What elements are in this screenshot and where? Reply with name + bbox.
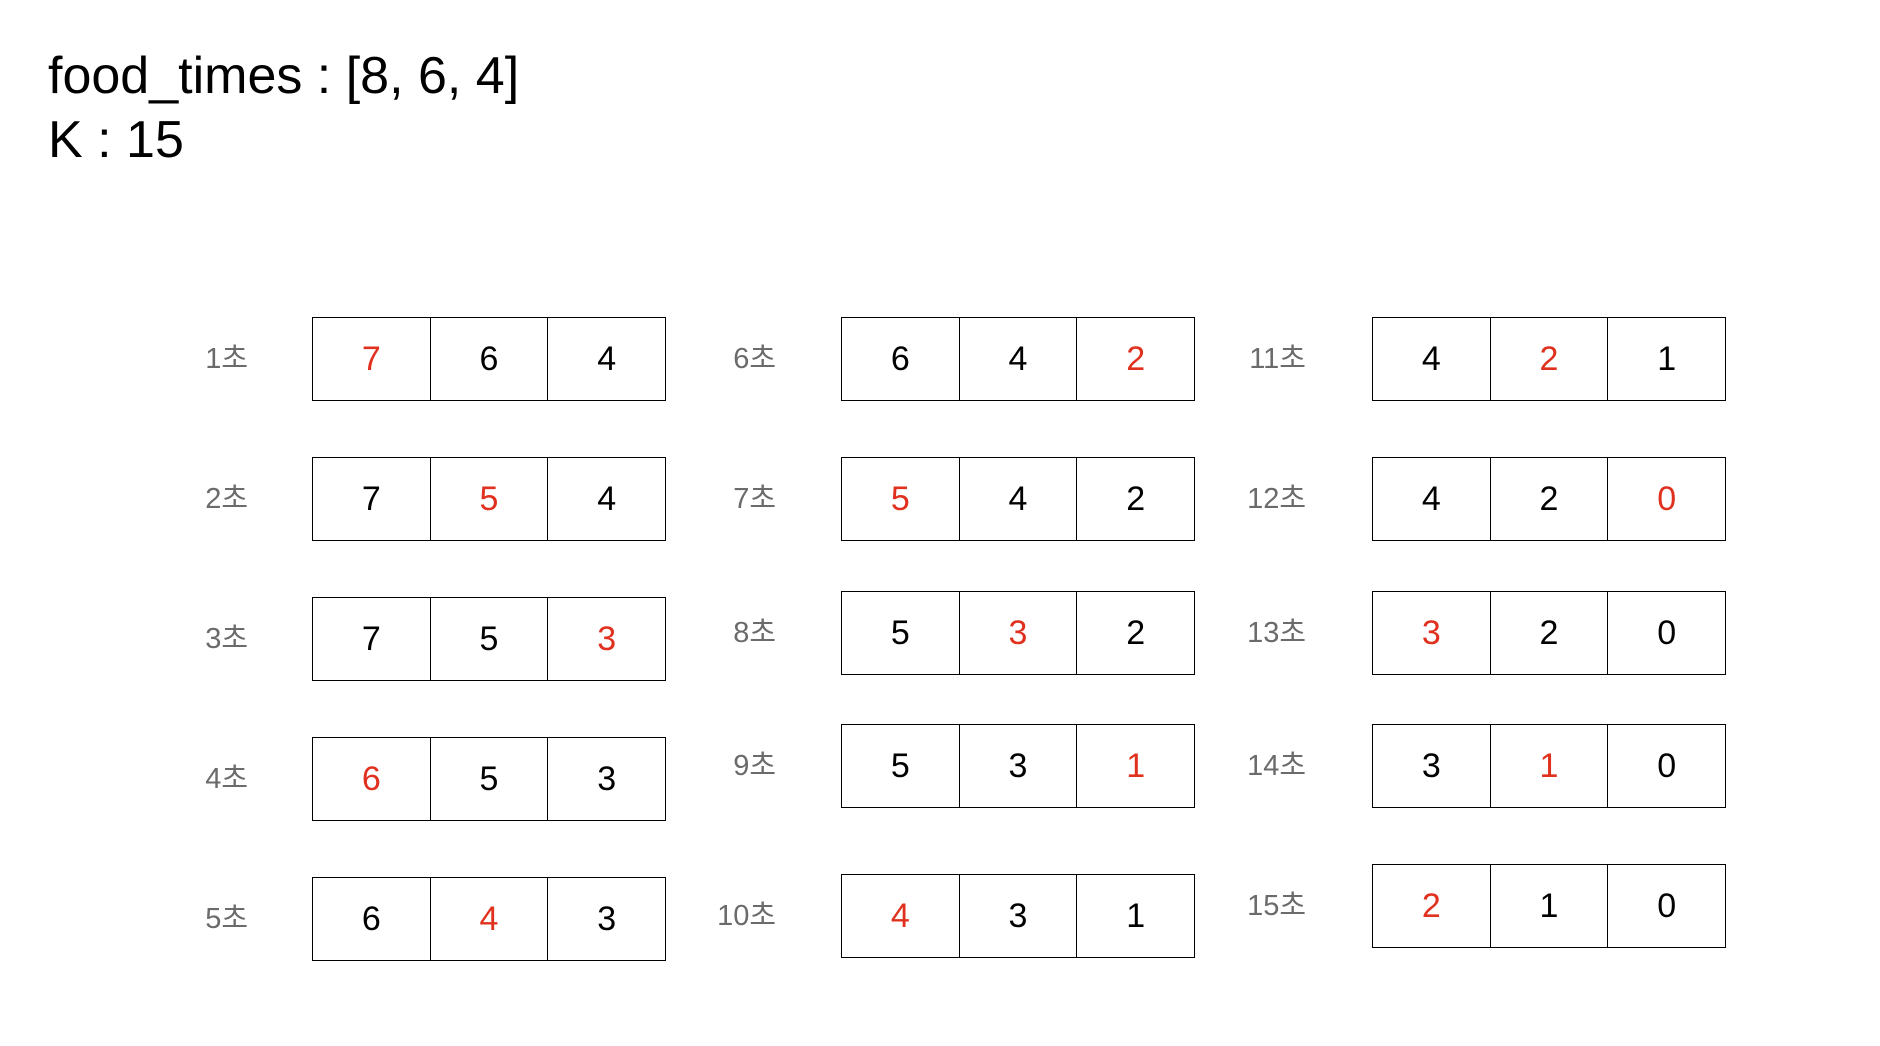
food-cell: 4: [1421, 479, 1441, 518]
step-time-label: 3초: [205, 623, 248, 655]
food-cell-eaten: 7: [361, 339, 381, 378]
step-row: 8초 5 3 2: [0, 591, 1880, 675]
food-cell-eaten: 6: [361, 759, 381, 798]
food-cell: 2: [1076, 592, 1194, 674]
step-time-label: 5초: [205, 903, 248, 935]
food-cell-eaten: 2: [1076, 318, 1194, 400]
food-cell-eaten: 5: [890, 479, 910, 518]
food-cell-eaten: 2: [1489, 318, 1608, 400]
step-row: 13초 3 2 0: [0, 591, 1880, 675]
food-cell: 1: [1076, 875, 1194, 957]
step-row: 5초 6 4 3: [0, 877, 1880, 961]
step-row: 11초 4 2 1: [0, 317, 1880, 401]
food-cell: 5: [429, 738, 548, 820]
food-cell-eaten: 3: [958, 592, 1077, 674]
step-time-label: 7초: [733, 483, 776, 515]
food-cell: 7: [361, 479, 381, 518]
food-cell: 4: [547, 318, 665, 400]
step-row: 2초 7 5 4: [0, 457, 1880, 541]
step-row: 9초 5 3 1: [0, 724, 1880, 808]
food-cell: 2: [1489, 592, 1608, 674]
food-cell-eaten: 1: [1076, 725, 1194, 807]
food-times-line: food_times : [8, 6, 4]: [48, 47, 520, 105]
food-cell: 3: [547, 738, 665, 820]
food-cell: 1: [1607, 318, 1725, 400]
food-cell: 4: [958, 318, 1077, 400]
step-time-label: 2초: [205, 483, 248, 515]
step-time-label: 12초: [1247, 483, 1306, 515]
step-time-label: 4초: [205, 763, 248, 795]
food-cell: 2: [1076, 458, 1194, 540]
food-cell-eaten: 2: [1421, 886, 1441, 925]
food-cell: 1: [1489, 865, 1608, 947]
step-time-label: 1초: [205, 343, 248, 375]
step-time-label: 11초: [1249, 343, 1306, 375]
food-cell-eaten: 5: [429, 458, 548, 540]
food-cell: 3: [1421, 746, 1441, 785]
food-cell: 0: [1607, 592, 1725, 674]
problem-header: food_times : [8, 6, 4] K : 15: [48, 44, 519, 172]
food-cell-eaten: 0: [1607, 458, 1725, 540]
food-cell: 4: [1421, 339, 1441, 378]
food-cell: 6: [890, 339, 910, 378]
food-cell-eaten: 1: [1489, 725, 1608, 807]
step-row: 12초 4 2 0: [0, 457, 1880, 541]
food-cell: 4: [547, 458, 665, 540]
food-cell: 6: [429, 318, 548, 400]
step-time-label: 15초: [1247, 890, 1306, 922]
food-cell-eaten: 3: [1421, 613, 1441, 652]
step-time-label: 6초: [733, 343, 776, 375]
food-cell: 5: [429, 598, 548, 680]
food-cell: 2: [1489, 458, 1608, 540]
step-row: 15초 2 1 0: [0, 864, 1880, 948]
step-time-label: 14초: [1247, 750, 1306, 782]
step-time-label: 13초: [1247, 617, 1306, 649]
food-cell-eaten: 3: [547, 598, 665, 680]
step-time-label: 10초: [717, 900, 776, 932]
step-row: 3초 7 5 3: [0, 597, 1880, 681]
food-cell: 4: [958, 458, 1077, 540]
step-time-label: 9초: [733, 750, 776, 782]
step-row: 4초 6 5 3: [0, 737, 1880, 821]
step-row: 1초 7 6 4: [0, 317, 1880, 401]
k-value-line: K : 15: [48, 111, 184, 169]
food-cell: 3: [958, 725, 1077, 807]
food-cell-eaten: 4: [429, 878, 548, 960]
food-cell: 6: [361, 899, 381, 938]
food-cell: 0: [1607, 725, 1725, 807]
food-cell-eaten: 4: [890, 896, 910, 935]
step-time-label: 8초: [733, 617, 776, 649]
food-cell: 3: [958, 875, 1077, 957]
food-cell: 7: [361, 619, 381, 658]
step-row: 7초 5 4 2: [0, 457, 1880, 541]
food-cell: 5: [890, 613, 910, 652]
step-row: 6초 6 4 2: [0, 317, 1880, 401]
step-row: 14초 3 1 0: [0, 724, 1880, 808]
step-row: 10초 4 3 1: [0, 874, 1880, 958]
food-cell: 0: [1607, 865, 1725, 947]
food-cell: 5: [890, 746, 910, 785]
food-cell: 3: [547, 878, 665, 960]
